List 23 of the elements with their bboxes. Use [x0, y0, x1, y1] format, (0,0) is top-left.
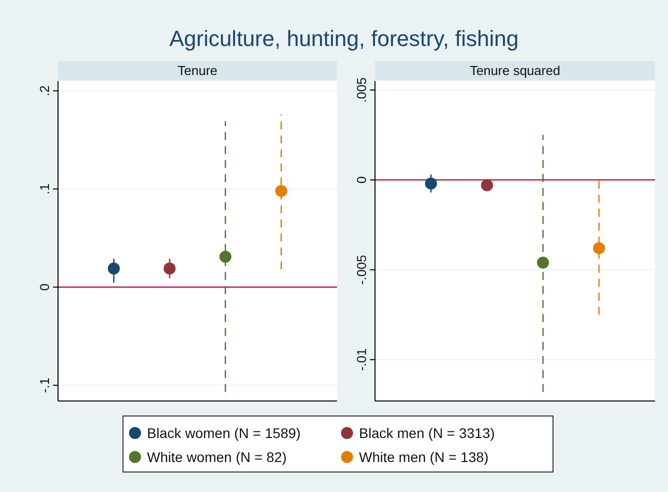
chart-subtitle: Tenure squared [470, 63, 560, 78]
point [219, 250, 232, 263]
y-tick-label: -.005 [354, 254, 369, 285]
point [537, 256, 549, 269]
point [481, 179, 493, 192]
chart-subtitle: Tenure [178, 63, 218, 78]
y-tick-label: 0 [37, 284, 52, 291]
y-tick-label: -.01 [354, 348, 369, 371]
point [108, 262, 120, 274]
legend-label: Black women (N = 1589) [147, 425, 301, 441]
point [164, 262, 176, 274]
y-tick-label: 0 [354, 176, 369, 184]
y-tick-label: .1 [37, 184, 52, 194]
point [275, 184, 288, 197]
point [593, 242, 605, 254]
y-tick-label: .2 [37, 85, 52, 96]
chart-title: Agriculture, hunting, forestry, fishing [169, 26, 519, 51]
y-tick-label: -.1 [37, 378, 52, 393]
legend-label: White men (N = 138) [359, 449, 489, 465]
point [425, 177, 437, 190]
legend-label: Black men (N = 3313) [359, 425, 495, 441]
legend-label: White women (N = 82) [147, 449, 287, 465]
y-tick-label: .005 [354, 77, 369, 103]
